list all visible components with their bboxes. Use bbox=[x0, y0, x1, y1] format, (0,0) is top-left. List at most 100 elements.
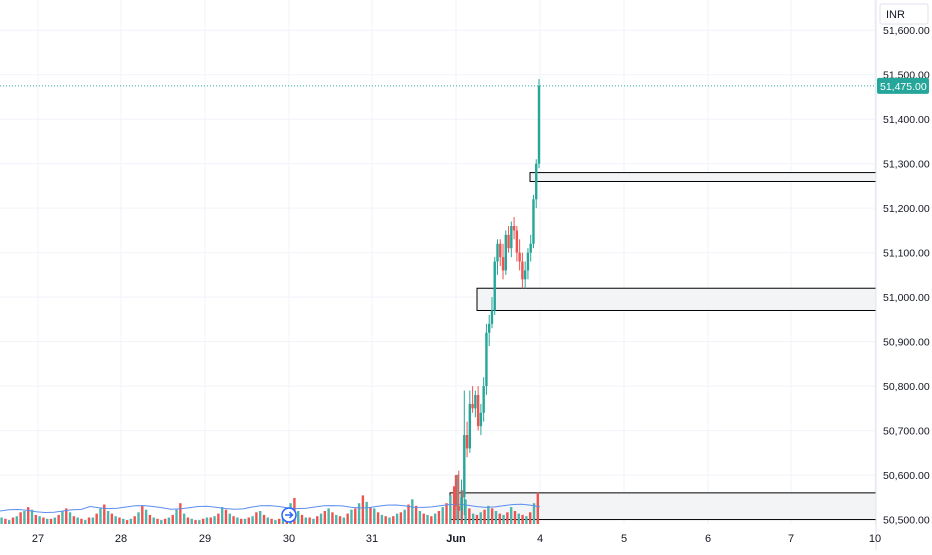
volume-bar bbox=[369, 507, 372, 524]
volume-bar bbox=[213, 516, 216, 524]
candle-body bbox=[515, 230, 519, 253]
volume-bar bbox=[19, 512, 22, 524]
volume-bar bbox=[209, 517, 212, 524]
volume-bar bbox=[144, 509, 148, 524]
volume-bar bbox=[316, 516, 319, 524]
volume-bar bbox=[456, 474, 460, 524]
time-tick-label: 31 bbox=[366, 533, 378, 545]
volume-bar bbox=[125, 520, 129, 524]
time-tick-label: 10 bbox=[869, 533, 881, 545]
event-marker[interactable] bbox=[281, 507, 297, 523]
volume-bar bbox=[509, 507, 513, 524]
volume-bar bbox=[479, 512, 482, 524]
volume-bar bbox=[228, 513, 231, 524]
volume-bar bbox=[46, 518, 49, 524]
currency-box[interactable] bbox=[879, 3, 929, 25]
volume-bar bbox=[251, 516, 254, 524]
candle-body bbox=[454, 475, 458, 507]
price-tick-label: 51,300.00 bbox=[883, 159, 930, 171]
volume-bar bbox=[354, 508, 357, 524]
volume-bar bbox=[357, 503, 361, 524]
volume-bar bbox=[475, 514, 479, 524]
volume-bar bbox=[217, 513, 220, 524]
volume-bar bbox=[152, 517, 155, 524]
volume-bar bbox=[106, 511, 110, 524]
volume-bar bbox=[376, 512, 380, 524]
candle-body bbox=[476, 395, 480, 427]
candle-body bbox=[523, 270, 527, 280]
price-tick-label: 50,600.00 bbox=[883, 470, 930, 482]
volume-bar bbox=[342, 517, 346, 524]
last-price-label: 51,475.00 bbox=[877, 77, 929, 94]
volume-bar bbox=[384, 516, 387, 524]
volume-bar bbox=[0, 517, 3, 524]
volume-bar bbox=[502, 514, 505, 524]
zone-box bbox=[449, 492, 877, 521]
time-tick-label: 28 bbox=[115, 533, 127, 545]
volume-bar bbox=[437, 511, 441, 524]
volume-bar bbox=[399, 512, 403, 524]
zone-box bbox=[529, 172, 877, 182]
volume-bar bbox=[525, 516, 528, 524]
volume-bar bbox=[61, 511, 64, 524]
volume-bar bbox=[433, 513, 437, 524]
volume-bar bbox=[395, 513, 399, 524]
price-tick-label: 51,400.00 bbox=[883, 114, 930, 126]
volume-bar bbox=[308, 517, 311, 524]
candle-body bbox=[460, 497, 463, 511]
volume-bar bbox=[99, 508, 102, 524]
volume-bar bbox=[365, 501, 368, 524]
volume-bar bbox=[338, 516, 342, 524]
volume-bar bbox=[160, 520, 163, 524]
candle-body bbox=[496, 243, 499, 262]
zone-box bbox=[476, 287, 877, 311]
volume-bar bbox=[494, 511, 498, 524]
candle-body bbox=[501, 257, 505, 271]
time-axis[interactable]: 27 28 29 30 31 Jun 4 5 6 7 10 bbox=[32, 533, 881, 545]
candle-body bbox=[499, 243, 502, 258]
volume-bar bbox=[175, 509, 178, 524]
volume-bar bbox=[53, 517, 57, 524]
time-tick-label: Jun bbox=[446, 533, 466, 545]
volume-bar bbox=[513, 511, 517, 524]
candle-body bbox=[482, 386, 485, 413]
volume-bar bbox=[141, 505, 144, 524]
volume-bar bbox=[517, 513, 520, 524]
volume-bar bbox=[38, 516, 41, 524]
currency-selector[interactable]: INR bbox=[879, 3, 929, 25]
volume-bar bbox=[380, 514, 384, 524]
volume-bar bbox=[418, 511, 422, 524]
volume-bar bbox=[91, 517, 95, 524]
volume-bar bbox=[186, 517, 190, 524]
volume-bar bbox=[179, 503, 182, 524]
volume-bar bbox=[521, 514, 524, 524]
candle-body bbox=[504, 234, 507, 271]
volume-bar bbox=[34, 514, 38, 524]
volume-bar bbox=[281, 516, 285, 524]
time-tick-label: 5 bbox=[621, 533, 627, 545]
volume-bar bbox=[243, 518, 247, 524]
volume-bar bbox=[487, 505, 490, 524]
volume-bar bbox=[445, 503, 448, 524]
volume-bar bbox=[471, 513, 475, 524]
currency-label[interactable]: INR bbox=[886, 9, 905, 21]
time-tick-label: 7 bbox=[788, 533, 794, 545]
volume-bar bbox=[156, 518, 159, 524]
price-tick-label: 51,000.00 bbox=[883, 292, 930, 304]
volume-bar bbox=[403, 509, 406, 524]
candle-body bbox=[518, 252, 521, 262]
volume-bar bbox=[255, 512, 258, 524]
candle-body bbox=[479, 412, 483, 427]
volume-bar bbox=[449, 495, 452, 524]
price-tick-label: 50,700.00 bbox=[883, 426, 930, 438]
candle-body bbox=[474, 395, 477, 409]
volume-bar bbox=[373, 508, 376, 524]
volume-bar bbox=[30, 509, 34, 524]
volume-bar bbox=[422, 513, 425, 524]
volume-bar bbox=[133, 516, 136, 524]
time-tick-label: 30 bbox=[283, 533, 295, 545]
volume-bar bbox=[84, 520, 87, 524]
volume-bar bbox=[274, 520, 277, 524]
